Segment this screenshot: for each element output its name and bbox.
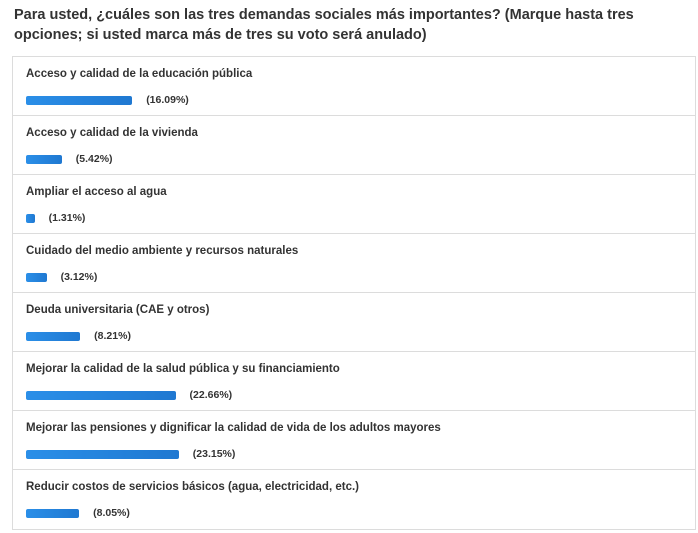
option-row: Mejorar la calidad de la salud pública y…	[13, 352, 695, 411]
result-bar	[26, 331, 81, 341]
result-bar-group: (8.21%)	[26, 330, 131, 342]
option-label: Mejorar la calidad de la salud pública y…	[26, 363, 340, 375]
option-row: Acceso y calidad de la vivienda (5.42%)	[13, 116, 695, 175]
option-row: Acceso y calidad de la educación pública…	[13, 57, 695, 116]
result-bar-group: (3.12%)	[26, 271, 97, 283]
result-bar-group: (5.42%)	[26, 153, 113, 165]
option-row: Ampliar el acceso al agua (1.31%)	[13, 175, 695, 234]
option-label: Ampliar el acceso al agua	[26, 186, 167, 198]
option-row: Reducir costos de servicios básicos (agu…	[13, 470, 695, 529]
result-percent: (1.31%)	[48, 212, 86, 224]
option-label: Acceso y calidad de la vivienda	[26, 127, 198, 139]
result-percent: (8.05%)	[93, 507, 130, 519]
result-bar-group: (22.66%)	[26, 389, 232, 401]
option-label: Acceso y calidad de la educación pública	[26, 68, 253, 80]
result-bar	[26, 390, 176, 400]
result-bar-group: (23.15%)	[26, 448, 235, 460]
result-bar	[26, 154, 62, 164]
result-percent: (23.15%)	[192, 448, 236, 460]
result-percent: (3.12%)	[60, 271, 98, 283]
result-percent: (5.42%)	[75, 153, 113, 165]
result-percent: (8.21%)	[94, 330, 131, 342]
result-percent: (16.09%)	[146, 94, 189, 106]
option-label: Cuidado del medio ambiente y recursos na…	[26, 245, 299, 257]
option-label: Deuda universitaria (CAE y otros)	[26, 304, 210, 316]
option-row: Deuda universitaria (CAE y otros) (8.21%…	[13, 293, 695, 352]
option-row: Cuidado del medio ambiente y recursos na…	[13, 234, 695, 293]
option-label: Reducir costos de servicios básicos (agu…	[26, 481, 359, 493]
results-list: Acceso y calidad de la educación pública…	[12, 56, 696, 530]
question-title: Para usted, ¿cuáles son las tres demanda…	[14, 7, 634, 43]
result-bar	[26, 95, 133, 105]
result-bar-group: (8.05%)	[26, 507, 130, 519]
option-label: Mejorar las pensiones y dignificar la ca…	[26, 422, 441, 434]
result-percent: (22.66%)	[189, 389, 233, 401]
result-bar-group: (16.09%)	[26, 94, 189, 106]
result-bar	[26, 213, 35, 223]
option-row: Mejorar las pensiones y dignificar la ca…	[13, 411, 695, 470]
result-bar	[26, 449, 179, 459]
result-bar	[26, 272, 47, 282]
result-bar-group: (1.31%)	[26, 212, 85, 224]
result-bar	[26, 508, 80, 518]
